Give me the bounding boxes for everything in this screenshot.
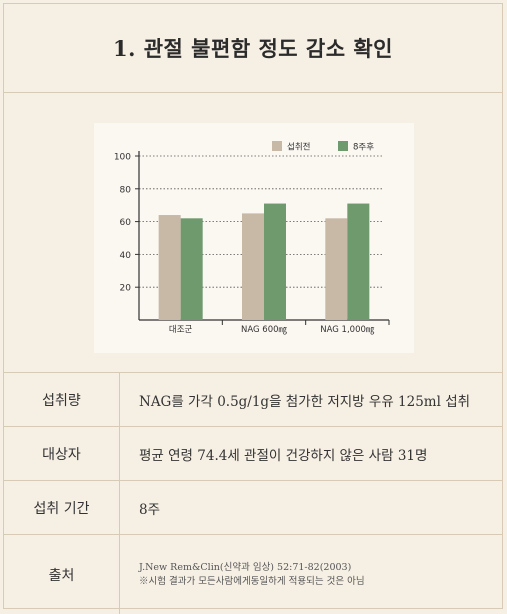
source-label: 출처	[4, 535, 120, 614]
x-tick-label: NAG 1,000㎎	[320, 325, 375, 335]
bar-after	[181, 218, 203, 320]
info-table: 섭취량 NAG를 가각 0.5g/1g을 첨가한 저지방 우유 125ml 섭취…	[4, 373, 502, 614]
intake-label: 섭취량	[4, 373, 120, 427]
x-tick-label: 대조군	[169, 325, 193, 335]
period-value: 8주	[120, 481, 503, 535]
table-row: 대상자 평균 연령 74.4세 관절이 건강하지 않은 사람 31명	[4, 427, 502, 481]
period-label: 섭취 기간	[4, 481, 120, 535]
info-card: 1. 관절 불편함 정도 감소 확인 20 40 60 80 100 대조군 NAG 600…	[3, 3, 503, 609]
table-row: 출처 J.New Rem&Clin(신약과 임상) 52:71-82(2003)…	[4, 535, 502, 614]
x-tick-label: NAG 600㎎	[241, 325, 288, 335]
bar-after	[264, 204, 286, 320]
bar-after	[347, 204, 369, 320]
bar-chart: 20 40 60 80 100 대조군 NAG 600㎎ NAG 1,000㎎ 섭취전 8주후	[94, 123, 414, 353]
y-tick-label: 20	[120, 284, 132, 294]
legend-label: 8주후	[353, 143, 374, 153]
bar-before	[242, 213, 264, 320]
bar-before	[325, 218, 347, 320]
table-row: 섭취 기간 8주	[4, 481, 502, 535]
y-tick-label: 100	[114, 153, 131, 163]
y-tick-label: 60	[120, 218, 132, 228]
chart-section: 20 40 60 80 100 대조군 NAG 600㎎ NAG 1,000㎎ 섭취전 8주후	[4, 93, 502, 373]
table-row: 섭취량 NAG를 가각 0.5g/1g을 첨가한 저지방 우유 125ml 섭취	[4, 373, 502, 427]
subjects-value: 평균 연령 74.4세 관절이 건강하지 않은 사람 31명	[120, 427, 503, 481]
legend-swatch	[338, 141, 348, 151]
y-tick-label: 40	[120, 251, 132, 261]
legend-swatch	[272, 141, 282, 151]
subjects-label: 대상자	[4, 427, 120, 481]
page-title: 1. 관절 불편함 정도 감소 확인	[4, 4, 502, 93]
chart-panel: 20 40 60 80 100 대조군 NAG 600㎎ NAG 1,000㎎ 섭취전 8주후	[94, 123, 414, 353]
source-cell: J.New Rem&Clin(신약과 임상) 52:71-82(2003) ※시…	[120, 535, 503, 614]
bar-before	[159, 215, 181, 320]
source-citation: J.New Rem&Clin(신약과 임상) 52:71-82(2003)	[139, 561, 501, 575]
legend-label: 섭취전	[287, 142, 310, 153]
source-note: ※시험 결과가 모든사람에게동일하게 적용되는 것은 아님	[139, 575, 501, 589]
y-tick-label: 80	[120, 185, 132, 195]
intake-value: NAG를 가각 0.5g/1g을 첨가한 저지방 우유 125ml 섭취	[120, 373, 503, 427]
